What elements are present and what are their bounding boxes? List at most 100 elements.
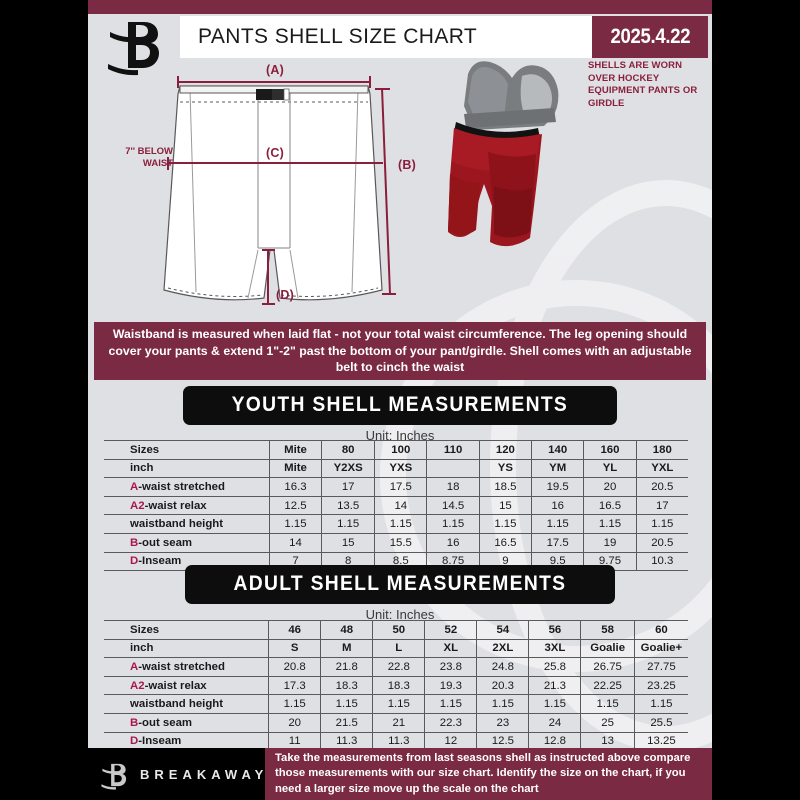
table-cell: 20.5 bbox=[636, 533, 688, 553]
table-cell: 11.3 bbox=[320, 732, 374, 752]
table-cell: 1.15 bbox=[528, 694, 582, 714]
table-cell: 17.5 bbox=[374, 477, 428, 497]
table-cell: 23.8 bbox=[424, 657, 478, 677]
table-cell: 1.15 bbox=[321, 514, 376, 534]
table-cell: Y2XS bbox=[321, 459, 376, 479]
row-label: A2-waist relax bbox=[104, 676, 270, 696]
adult-unit-label: Unit: Inches bbox=[365, 607, 435, 622]
table-cell: 17.3 bbox=[268, 676, 322, 696]
diagram-label-c: (C) bbox=[266, 146, 284, 160]
row-label-prefix: D bbox=[130, 555, 139, 568]
table-cell: 120 bbox=[479, 440, 533, 460]
table-row: A2-waist relax 17.3 18.3 18.3 19.3 20.3 21.3 22… bbox=[104, 676, 688, 696]
table-cell: 180 bbox=[636, 440, 688, 460]
table-cell: YS bbox=[479, 459, 533, 479]
row-label: B-out seam bbox=[104, 713, 270, 733]
adult-section-header: ADULT SHELL MEASUREMENTS Unit: Inches bbox=[88, 565, 712, 622]
table-cell: 16 bbox=[531, 496, 585, 516]
diagram-label-d: (D) bbox=[276, 288, 294, 302]
page-title-text: PANTS SHELL SIZE CHART bbox=[198, 25, 478, 48]
table-cell: 21.3 bbox=[528, 676, 582, 696]
row-label-prefix: B bbox=[130, 716, 139, 729]
row-label-prefix: D bbox=[130, 735, 139, 748]
row-label-prefix: A bbox=[130, 480, 139, 493]
table-cell: 16.3 bbox=[269, 477, 323, 497]
table-cell: 20.3 bbox=[476, 676, 530, 696]
table-cell: Goalie bbox=[580, 639, 635, 659]
adult-measurements-table: Sizes 46 48 50 52 54 56 58 60 inch S M L XL 2XL 3XL Goal… bbox=[104, 620, 688, 752]
row-label: inch bbox=[104, 639, 270, 659]
page-header: PANTS SHELL SIZE CHART 2025.4.22 bbox=[88, 14, 712, 76]
below-waist-note: 7'' BELOW WAIST bbox=[125, 146, 173, 169]
product-photo bbox=[434, 56, 614, 306]
youth-unit-label: Unit: Inches bbox=[365, 428, 435, 443]
table-cell: 52 bbox=[424, 620, 478, 640]
youth-table-body: Sizes Mite 80 100 110 120 140 160 180 inch Mite Y2X… bbox=[104, 440, 688, 572]
table-cell: 46 bbox=[268, 620, 322, 640]
page-title: PANTS SHELL SIZE CHART bbox=[180, 16, 592, 58]
table-cell: 25 bbox=[580, 713, 635, 733]
adult-table-body: Sizes 46 48 50 52 54 56 58 60 inch S M L XL 2XL 3XL Goal… bbox=[104, 620, 688, 752]
top-maroon-strip bbox=[88, 0, 712, 14]
row-label: Sizes bbox=[104, 440, 270, 460]
table-cell: L bbox=[372, 639, 426, 659]
table-cell: 18 bbox=[426, 477, 480, 497]
row-label: B-out seam bbox=[104, 533, 270, 553]
table-cell: 1.15 bbox=[636, 514, 688, 534]
table-cell: 22.8 bbox=[372, 657, 426, 677]
youth-banner-text: YOUTH SHELL MEASUREMENTS bbox=[231, 393, 569, 416]
page-footer: BREAKAWAY Take the measurements from las… bbox=[0, 748, 800, 800]
table-cell: 26.75 bbox=[580, 657, 635, 677]
instruction-text: Waistband is measured when laid flat - n… bbox=[108, 327, 692, 375]
footer-instruction-text: Take the measurements from last seasons … bbox=[275, 751, 691, 795]
instruction-banner: Waistband is measured when laid flat - n… bbox=[94, 322, 706, 380]
table-cell: 1.15 bbox=[634, 694, 688, 714]
table-cell: 25.8 bbox=[528, 657, 582, 677]
table-cell: 21 bbox=[372, 713, 426, 733]
row-label-prefix: B bbox=[130, 536, 139, 549]
adult-table-wrap: Sizes 46 48 50 52 54 56 58 60 inch S M L XL 2XL 3XL Goal… bbox=[104, 620, 688, 752]
table-cell: 20 bbox=[268, 713, 322, 733]
table-cell: 1.15 bbox=[374, 514, 428, 534]
photo-note: SHELLS ARE WORN OVER HOCKEY EQUIPMENT PA… bbox=[588, 60, 698, 109]
row-label-prefix: A bbox=[130, 660, 139, 673]
table-cell: 54 bbox=[476, 620, 530, 640]
date-badge: 2025.4.22 bbox=[592, 16, 708, 58]
chart-sheet: PANTS SHELL SIZE CHART 2025.4.22 bbox=[88, 0, 712, 800]
table-cell: 140 bbox=[531, 440, 585, 460]
table-cell: 14 bbox=[269, 533, 323, 553]
table-cell: Mite bbox=[269, 440, 323, 460]
table-cell: YXL bbox=[636, 459, 688, 479]
table-cell: Goalie+ bbox=[634, 639, 688, 659]
table-cell: 80 bbox=[321, 440, 376, 460]
table-row: A2-waist relax 12.5 13.5 14 14.5 15 16 16.5 17 bbox=[104, 496, 688, 516]
table-cell: 48 bbox=[320, 620, 374, 640]
table-cell: 1.15 bbox=[583, 514, 637, 534]
row-label: A-waist stretched bbox=[104, 477, 270, 497]
table-cell: 50 bbox=[372, 620, 426, 640]
row-label: inch bbox=[104, 459, 270, 479]
table-cell: 12.5 bbox=[476, 732, 530, 752]
table-cell: 21.8 bbox=[320, 657, 374, 677]
footer-breakaway-b-logo-icon bbox=[100, 760, 130, 790]
table-cell: M bbox=[320, 639, 374, 659]
table-row: waistband height 1.15 1.15 1.15 1.15 1.15 1.15… bbox=[104, 694, 688, 714]
table-row: A-waist stretched 16.3 17 17.5 18 18.5 19.5 20 2… bbox=[104, 477, 688, 497]
table-cell: 23.25 bbox=[634, 676, 688, 696]
table-cell: 24 bbox=[528, 713, 582, 733]
breakaway-b-logo-icon bbox=[106, 14, 166, 76]
adult-banner: ADULT SHELL MEASUREMENTS bbox=[185, 565, 615, 604]
footer-brand-name: BREAKAWAY bbox=[140, 767, 269, 782]
row-label-prefix: A2 bbox=[130, 499, 145, 512]
table-cell: 1.15 bbox=[479, 514, 533, 534]
table-row: inch Mite Y2XS YXS YS YM YL YXL bbox=[104, 459, 688, 479]
table-cell: 22.25 bbox=[580, 676, 635, 696]
table-cell: 22.3 bbox=[424, 713, 478, 733]
table-cell: 110 bbox=[426, 440, 480, 460]
row-label-prefix: A2 bbox=[130, 679, 145, 692]
table-cell: 12.5 bbox=[269, 496, 323, 516]
table-row: Sizes Mite 80 100 110 120 140 160 180 bbox=[104, 440, 688, 460]
footer-instruction-banner: Take the measurements from last seasons … bbox=[265, 748, 712, 800]
table-cell: 1.15 bbox=[424, 694, 478, 714]
